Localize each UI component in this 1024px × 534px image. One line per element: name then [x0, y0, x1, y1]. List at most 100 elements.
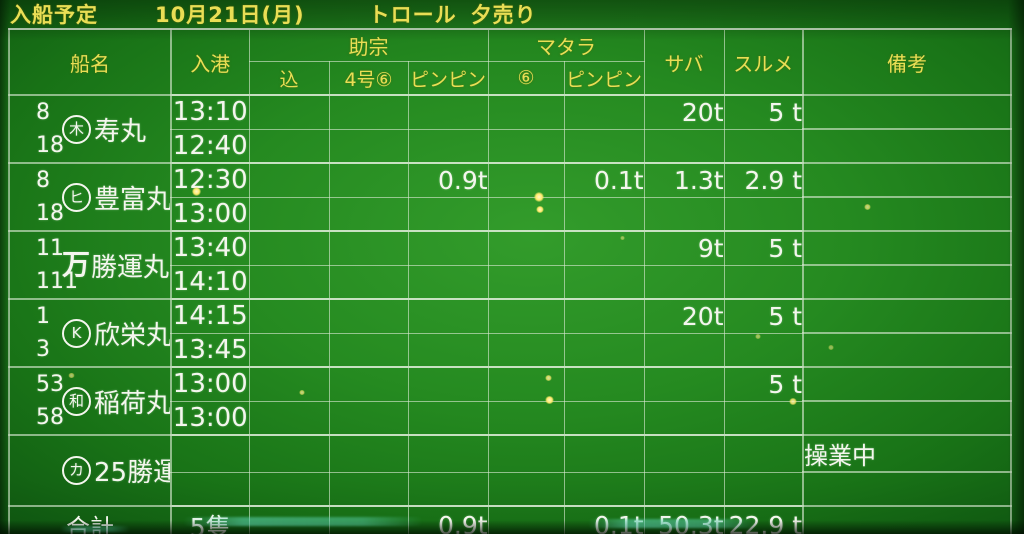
ship-mark-icon: 木	[62, 114, 91, 144]
ship-name-cell: 53 58 和稲荷丸	[8, 366, 172, 436]
catch-value	[487, 162, 565, 198]
catch-value-surume: 5 t	[723, 230, 804, 266]
catch-value	[407, 94, 489, 130]
total-value	[248, 505, 330, 534]
catch-value-saba: 1.3t	[643, 162, 725, 198]
catch-value-surume: 5 t	[723, 298, 804, 334]
catch-value: 0.9t	[407, 162, 489, 198]
ship-name: 稲荷丸	[94, 388, 171, 419]
catch-value	[407, 434, 489, 473]
ship-name: 25勝運丸	[94, 458, 169, 488]
total-value: 0.1t	[563, 505, 645, 534]
catch-value	[487, 366, 565, 402]
col-group-matara: マタラ	[487, 28, 645, 62]
trip-number-top: 8	[36, 100, 50, 125]
catch-value-surume	[723, 434, 804, 473]
col-header-sukeso-komi: 込	[248, 61, 330, 96]
col-header-sukeso-pinpin: ピンピン	[407, 61, 489, 96]
catch-value	[328, 162, 409, 198]
ship-mark-icon: ヒ	[62, 182, 91, 212]
arrival-time: 13:00	[170, 400, 250, 436]
catch-value-saba: 20t	[643, 298, 725, 334]
catch-value-saba: 20t	[643, 94, 725, 130]
arrival-time	[170, 434, 250, 473]
catch-value	[563, 366, 645, 402]
col-group-sukeso: 助宗	[248, 28, 489, 62]
catch-value	[248, 94, 330, 130]
catch-value	[248, 434, 330, 473]
catch-value-surume: 5 t	[723, 94, 804, 130]
ship-name-cell: カ25勝運丸	[8, 434, 172, 507]
ship-name: 寿丸	[94, 116, 147, 147]
total-value: 0.9t	[407, 505, 489, 534]
arrival-time: 13:00	[170, 366, 250, 402]
arrival-time: 14:15	[170, 298, 250, 334]
catch-value-surume: 2.9 t	[723, 162, 804, 198]
col-header-sukeso-no4: 4号⑥	[328, 61, 409, 96]
catch-value	[328, 366, 409, 402]
catch-value	[248, 162, 330, 198]
catch-value-saba	[643, 434, 725, 473]
remarks-cell	[802, 366, 1013, 402]
ship-name-cell: 1 3 K 欣栄丸	[8, 298, 172, 368]
catch-value: 0.1t	[563, 162, 645, 198]
trip-number-top: 1	[36, 304, 50, 329]
remarks-cell	[802, 298, 1013, 334]
catch-value	[328, 434, 409, 473]
arrival-time: 12:40	[170, 128, 250, 164]
col-header-saba: サバ	[643, 28, 725, 96]
sale-session-label: 夕売り	[470, 2, 537, 27]
trip-number-bottom: 18	[36, 133, 64, 158]
col-header-arrival: 入港	[170, 28, 250, 96]
catch-value	[248, 298, 330, 334]
catch-value	[487, 94, 565, 130]
ship-name-cell: 8 18 ヒ豊富丸	[8, 162, 172, 232]
col-header-matara-6: ⑥	[487, 61, 565, 96]
date-label: 10月21日(月)	[155, 2, 305, 27]
trip-number-bottom: 58	[36, 405, 64, 430]
catch-value	[563, 434, 645, 473]
arrival-time	[170, 471, 250, 507]
catch-value	[563, 298, 645, 334]
arrival-time: 14:10	[170, 264, 250, 300]
catch-value	[487, 230, 565, 266]
col-header-matara-pinpin: ピンピン	[563, 61, 645, 96]
trip-number-top: 8	[36, 168, 50, 193]
ship-name: 勝運丸	[91, 252, 170, 283]
total-remarks	[802, 505, 1013, 534]
catch-value-saba	[643, 366, 725, 402]
catch-value	[328, 94, 409, 130]
page-title: 入船予定	[10, 2, 98, 27]
trip-number-bottom: 111	[36, 269, 78, 294]
ship-mark-icon: カ	[62, 456, 91, 485]
remarks-cell	[802, 162, 1013, 198]
ship-name: 欣栄丸	[94, 320, 171, 351]
title-bar: 入船予定 10月21日(月) トロール 夕売り	[10, 0, 1010, 27]
catch-value	[328, 298, 409, 334]
ship-name-cell: 11 111 万勝運丸	[8, 230, 172, 300]
col-header-surume: スルメ	[723, 28, 804, 96]
total-value	[487, 505, 565, 534]
market-type-label: トロール	[368, 2, 457, 27]
ship-mark-icon: K	[62, 318, 91, 348]
trip-number-top: 53	[36, 372, 64, 397]
schedule-table: 船名 入港 助宗 マタラ サバ スルメ 備考 込 4号⑥ ピンピン ⑥ ピンピン…	[8, 28, 1013, 534]
trip-number-bottom: 3	[36, 337, 50, 362]
remarks-cell: 操業中	[802, 434, 1013, 473]
arrival-time: 13:00	[170, 196, 250, 232]
catch-value	[563, 94, 645, 130]
catch-value-surume: 5 t	[723, 366, 804, 402]
total-value-saba: 50.3t	[643, 505, 725, 534]
trip-number-bottom: 18	[36, 201, 64, 226]
trip-number-top: 11	[36, 236, 64, 261]
total-value-surume: 22.9 t	[723, 505, 804, 534]
col-header-ship-name: 船名	[8, 28, 172, 96]
ship-mark-icon: 和	[62, 386, 91, 416]
catch-value	[407, 230, 489, 266]
catch-value	[487, 434, 565, 473]
arrival-time: 12:30	[170, 162, 250, 198]
catch-value	[248, 230, 330, 266]
ship-mark-icon: 万	[62, 248, 91, 281]
ship-name-cell: 8 18 木寿丸	[8, 94, 172, 164]
